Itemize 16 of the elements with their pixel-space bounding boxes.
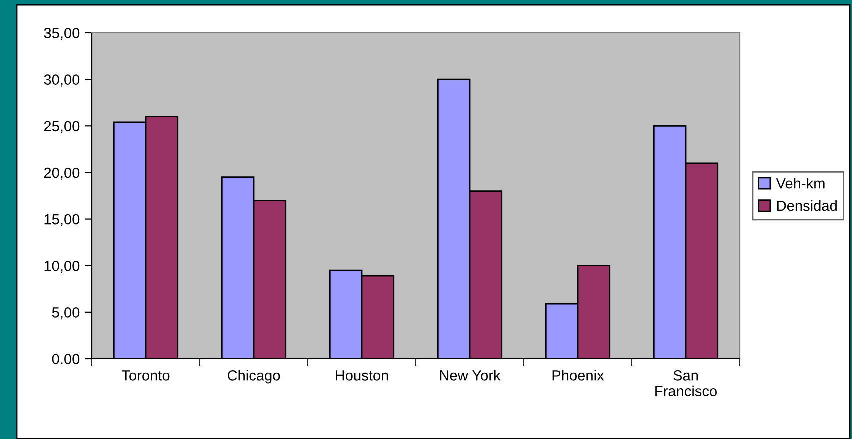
y-tick-label: 20,00: [44, 168, 80, 180]
x-tick-label: Chicago: [228, 370, 280, 384]
y-tick-label: 5,00: [52, 308, 80, 320]
x-tick-label: Toronto: [122, 370, 170, 381]
x-tick-label: San Francisco: [656, 370, 717, 397]
x-tick-label: Phoenix: [552, 370, 604, 381]
legend-label: Veh-km: [776, 178, 825, 189]
y-tick-label: 30,00: [44, 74, 80, 87]
y-tick-label: 10,00: [44, 260, 80, 274]
x-tick-label: New York: [440, 370, 501, 381]
y-tick-label: 35,00: [44, 28, 80, 40]
x-tick-label: Houston: [336, 370, 388, 381]
y-tick-label: 15,00: [44, 214, 80, 226]
y-tick-label: 25,00: [44, 121, 80, 134]
legend-label: Densidad: [777, 200, 837, 212]
y-tick-label: 0.00: [52, 354, 80, 364]
